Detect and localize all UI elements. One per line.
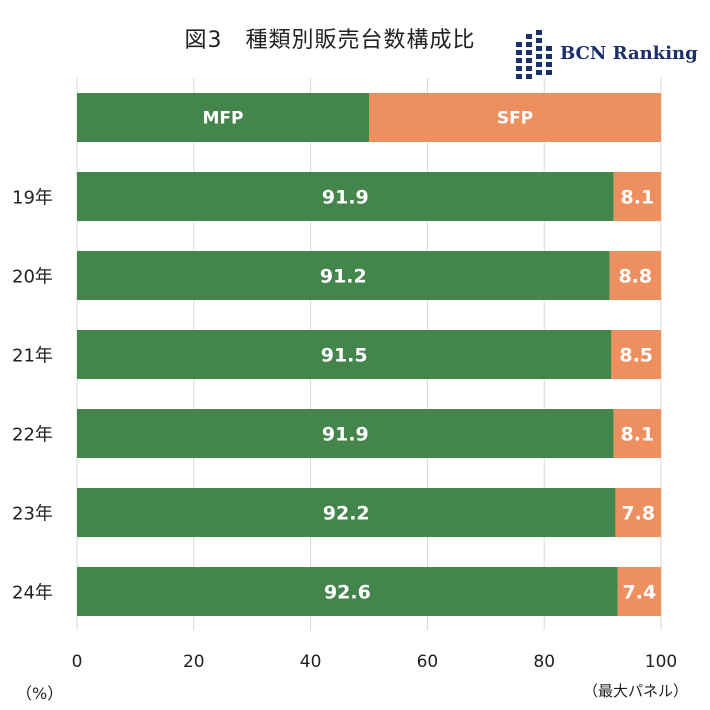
x-tick-label: 0 bbox=[72, 652, 83, 672]
x-tick-label: 40 bbox=[300, 652, 322, 672]
bar-mfp bbox=[77, 251, 610, 300]
data-label-mfp: 91.9 bbox=[322, 424, 369, 446]
bar-sfp bbox=[615, 488, 661, 537]
category-label: 20年 bbox=[12, 267, 53, 288]
category-label: 24年 bbox=[12, 583, 53, 604]
bar-sfp bbox=[613, 172, 661, 221]
bar-mfp bbox=[77, 409, 614, 458]
data-label-mfp: 92.6 bbox=[324, 582, 371, 604]
bar-sfp bbox=[613, 409, 661, 458]
bar-mfp bbox=[77, 330, 612, 379]
data-label-sfp: 7.8 bbox=[621, 503, 655, 525]
x-tick-label: 80 bbox=[533, 652, 555, 672]
bar-sfp bbox=[617, 567, 661, 616]
data-label-mfp: 91.5 bbox=[321, 345, 368, 367]
data-label-mfp: 91.9 bbox=[322, 187, 369, 209]
bar-mfp bbox=[77, 488, 616, 537]
bcn-logo-icon bbox=[516, 30, 552, 79]
data-label-mfp: 91.2 bbox=[320, 266, 367, 288]
chart-title: 図3 種類別販売台数構成比 bbox=[184, 28, 476, 53]
brand-name: BCN Ranking bbox=[560, 43, 698, 64]
bar-sfp bbox=[609, 251, 661, 300]
legend-mfp-swatch bbox=[77, 93, 369, 142]
source-note: （最大パネル） bbox=[582, 682, 688, 700]
bar-mfp bbox=[77, 567, 618, 616]
data-label-sfp: 7.4 bbox=[623, 582, 657, 604]
legend-sfp-swatch bbox=[369, 93, 661, 142]
x-unit-label: （%） bbox=[16, 684, 64, 703]
data-label-sfp: 8.1 bbox=[621, 187, 655, 209]
bar-sfp bbox=[611, 330, 661, 379]
legend-mfp-label: MFP bbox=[203, 109, 244, 129]
legend-sfp-label: SFP bbox=[497, 109, 533, 129]
data-label-mfp: 92.2 bbox=[323, 503, 370, 525]
x-tick-label: 100 bbox=[645, 652, 677, 672]
data-label-sfp: 8.1 bbox=[621, 424, 655, 446]
category-label: 19年 bbox=[12, 188, 53, 209]
bar-mfp bbox=[77, 172, 614, 221]
category-label: 21年 bbox=[12, 346, 53, 367]
category-label: 23年 bbox=[12, 504, 53, 525]
category-label: 22年 bbox=[12, 425, 53, 446]
data-label-sfp: 8.8 bbox=[618, 266, 652, 288]
x-tick-label: 20 bbox=[183, 652, 205, 672]
x-tick-label: 60 bbox=[417, 652, 439, 672]
data-label-sfp: 8.5 bbox=[619, 345, 653, 367]
